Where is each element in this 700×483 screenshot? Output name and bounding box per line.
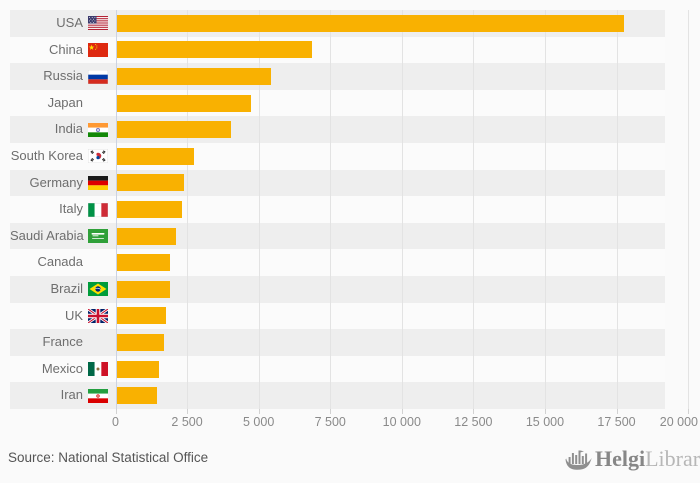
south-korea-flag-icon (87, 149, 109, 164)
x-axis-tick (330, 409, 332, 414)
row-band (10, 89, 665, 117)
helgi-ship-icon (565, 450, 592, 470)
category-label: Germany (29, 174, 83, 190)
logo-text-light: Library. (645, 446, 700, 471)
x-axis-tick-label: 10 000 (382, 415, 421, 429)
plot-area: USA China Russia Japan India South Korea Germa… (10, 10, 698, 429)
saudi-arabia-flag-icon (88, 229, 108, 244)
category-label: Brazil (50, 281, 83, 296)
bar-south-korea[interactable] (116, 147, 195, 165)
x-axis-tick-label: 12 500 (454, 415, 493, 429)
row-band (10, 63, 665, 90)
x-axis-tick (473, 409, 475, 414)
bar-china[interactable] (116, 41, 313, 59)
row-band (10, 329, 665, 356)
row-band (10, 196, 665, 223)
x-axis-tick-label: 7 500 (314, 415, 346, 429)
category-label: India (54, 121, 83, 137)
x-axis-tick (616, 409, 618, 414)
x-axis-tick-label: 5 000 (243, 415, 275, 429)
row-band (10, 222, 665, 250)
bar-canada[interactable] (116, 254, 171, 272)
bar-india[interactable] (116, 121, 232, 139)
category-label: Russia (43, 68, 83, 84)
category-label: France (42, 334, 83, 350)
category-label: China (49, 41, 83, 57)
row-band (10, 169, 665, 197)
x-axis-tick-label: 17 500 (597, 415, 636, 429)
bar-germany[interactable] (116, 174, 185, 192)
india-flag-icon (88, 122, 108, 137)
category-label: Iran (60, 387, 83, 403)
iran-flag-icon (88, 388, 108, 403)
x-axis-tick-label: 0 (112, 415, 119, 429)
helgi-library-logo[interactable]: HelgiLibrary. (565, 444, 700, 474)
x-axis-tick (688, 409, 690, 414)
category-label: USA (56, 15, 83, 30)
category-label: Saudi Arabia (10, 227, 84, 243)
x-axis-tick-label: 20 000 (659, 415, 698, 429)
grid-line (330, 10, 332, 409)
category-label: Italy (59, 201, 83, 217)
x-axis-tick-label: 15 000 (525, 415, 565, 429)
x-axis-tick (401, 409, 403, 414)
mexico-flag-icon (88, 362, 108, 377)
brazil-flag-icon (88, 282, 108, 297)
row-band (10, 382, 665, 409)
x-axis-tick (115, 409, 117, 414)
grid-line (473, 10, 475, 409)
x-axis-tick (187, 409, 189, 414)
row-band (10, 36, 665, 64)
category-label: UK (64, 307, 83, 323)
grid-line (258, 10, 260, 409)
russia-flag-icon (87, 69, 109, 84)
bar-usa[interactable] (116, 14, 625, 32)
bar-mexico[interactable] (116, 360, 159, 378)
china-flag-icon (88, 42, 108, 57)
row-band (10, 355, 665, 383)
bar-italy[interactable] (116, 201, 183, 218)
bar-uk[interactable] (116, 307, 167, 325)
category-label: South Korea (10, 148, 83, 163)
row-band (10, 249, 665, 276)
uk-flag-icon (87, 307, 109, 325)
germany-flag-icon (88, 175, 108, 190)
row-band (10, 276, 665, 303)
grid-line (544, 10, 546, 409)
category-label: Canada (37, 254, 83, 270)
bar-iran[interactable] (116, 387, 158, 405)
x-axis-tick (544, 409, 546, 414)
italy-flag-icon (87, 202, 109, 217)
category-label: Mexico (41, 360, 83, 376)
grid-line (401, 10, 403, 409)
row-band (10, 302, 665, 330)
bar-france[interactable] (116, 334, 165, 351)
logo-text: HelgiLibrary. (595, 444, 700, 474)
bar-japan[interactable] (116, 94, 252, 112)
grid-line (688, 10, 690, 409)
x-axis-tick-label: 2 500 (171, 415, 203, 429)
x-axis-tick (258, 409, 260, 414)
bar-russia[interactable] (116, 68, 272, 85)
grid-line (616, 10, 618, 409)
row-band (10, 116, 665, 143)
source-text: Source: National Statistical Office (8, 450, 209, 465)
row-band (10, 143, 665, 170)
grid-line (187, 10, 189, 409)
logo-text-bold: Helgi (595, 446, 646, 471)
bar-saudi-arabia[interactable] (116, 227, 177, 245)
usa-flag-icon (88, 16, 108, 31)
bar-brazil[interactable] (116, 280, 171, 298)
zero-axis-line (115, 10, 117, 409)
category-label: Japan (47, 94, 83, 110)
